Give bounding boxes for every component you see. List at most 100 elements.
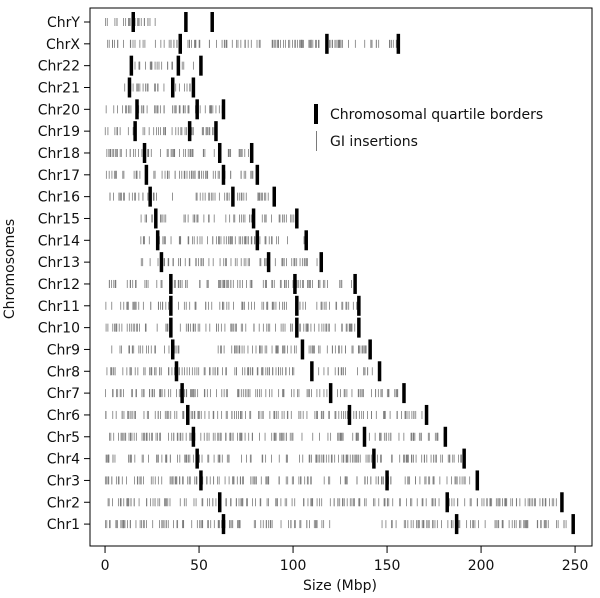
legend-insertion-marker [316, 131, 317, 151]
y-axis-label: Chromosomes [2, 219, 18, 319]
quartile-border [221, 164, 226, 185]
x-tick-label: 0 [101, 558, 110, 574]
quartile-border [154, 208, 158, 229]
quartile-border [255, 230, 260, 251]
quartile-border [135, 99, 139, 120]
quartile-border [155, 230, 160, 251]
y-tick-label: Chr20 [38, 102, 80, 118]
legend-border-marker [314, 104, 318, 124]
y-tick-label: Chr16 [38, 190, 80, 206]
quartile-border [221, 514, 226, 535]
quartile-border [295, 317, 299, 338]
legend-label-insertions: GI insertions [330, 134, 418, 150]
y-tick-label: Chr18 [38, 146, 80, 162]
x-tick-label: 50 [190, 558, 208, 574]
quartile-border [214, 121, 218, 142]
plot-frame [89, 7, 593, 547]
quartile-border [295, 208, 299, 229]
y-tick-label: Chr15 [38, 211, 80, 227]
quartile-border [304, 230, 308, 251]
quartile-border [372, 448, 376, 469]
y-tick-label: Chr22 [38, 59, 80, 75]
quartile-border [325, 33, 329, 54]
quartile-border [127, 77, 132, 98]
quartile-border [178, 33, 182, 54]
quartile-border [310, 361, 314, 382]
y-tick-label: ChrX [46, 37, 80, 53]
quartile-border [255, 164, 260, 185]
quartile-border [170, 77, 175, 98]
quartile-border [144, 164, 149, 185]
quartile-border [174, 361, 179, 382]
quartile-border [191, 77, 196, 98]
quartile-border [129, 55, 134, 76]
quartile-border [170, 339, 175, 360]
quartile-border [210, 12, 214, 32]
y-tick-label: Chr2 [47, 495, 80, 511]
y-tick-label: Chr8 [47, 364, 80, 380]
quartile-border [133, 121, 137, 142]
y-tick-label: Chr7 [47, 386, 80, 402]
quartile-border [402, 383, 406, 404]
quartile-border [462, 448, 466, 469]
quartile-border [231, 186, 235, 207]
x-tick-label: 200 [468, 558, 495, 574]
y-tick-label: Chr1 [47, 517, 80, 533]
quartile-border-group [127, 12, 575, 535]
quartile-border [221, 99, 226, 120]
quartile-border [169, 295, 173, 316]
quartile-border [347, 404, 352, 425]
quartile-border [454, 514, 459, 535]
quartile-border [368, 339, 372, 360]
x-tick-label: 100 [280, 558, 307, 574]
y-tick-label: Chr14 [38, 233, 80, 249]
y-tick-label: Chr12 [38, 277, 80, 293]
y-axis: ChrY ChrX Chr22 Chr21 Chr20 Chr19 Chr18 Chr17 Ch… [38, 15, 90, 533]
y-tick-label: Chr11 [38, 299, 80, 315]
quartile-border [131, 12, 135, 32]
quartile-border [377, 361, 382, 382]
quartile-border [300, 339, 305, 360]
quartile-border [195, 99, 199, 120]
quartile-border [571, 514, 575, 535]
quartile-border [249, 142, 254, 163]
x-axis: 0 50 100 150 200 250 [101, 546, 589, 574]
quartile-border [362, 426, 367, 447]
y-tick-label: Chr17 [38, 168, 80, 184]
quartile-border [186, 404, 190, 425]
quartile-border [424, 404, 429, 425]
quartile-border [560, 492, 564, 513]
quartile-border [293, 273, 297, 294]
quartile-border [217, 492, 222, 513]
x-tick-label: 250 [562, 558, 589, 574]
x-axis-label: Size (Mbp) [303, 578, 377, 594]
quartile-border [445, 492, 449, 513]
quartile-border [159, 252, 164, 273]
quartile-border [443, 426, 448, 447]
quartile-border [142, 142, 147, 163]
y-tick-label: Chr19 [38, 124, 80, 140]
legend: Chromosomal quartile borders GI insertio… [314, 104, 543, 151]
quartile-border [184, 12, 188, 32]
quartile-border [169, 317, 173, 338]
quartile-border [199, 55, 203, 76]
quartile-border [187, 121, 192, 142]
insertion-group [104, 18, 573, 529]
quartile-border [169, 273, 173, 294]
quartile-border [251, 208, 256, 229]
quartile-border [272, 186, 277, 207]
quartile-border [199, 470, 203, 491]
y-tick-label: Chr6 [47, 408, 80, 424]
y-tick-label: Chr13 [38, 255, 80, 271]
y-tick-label: ChrY [47, 15, 80, 31]
y-tick-label: Chr4 [47, 452, 80, 468]
y-tick-label: Chr10 [38, 321, 80, 337]
quartile-border [180, 383, 184, 404]
quartile-border [266, 252, 271, 273]
quartile-border [357, 317, 361, 338]
quartile-border [396, 33, 401, 54]
quartile-border [385, 470, 389, 491]
y-tick-label: Chr5 [47, 430, 80, 446]
y-tick-label: Chr9 [47, 342, 80, 358]
quartile-border [353, 273, 357, 294]
